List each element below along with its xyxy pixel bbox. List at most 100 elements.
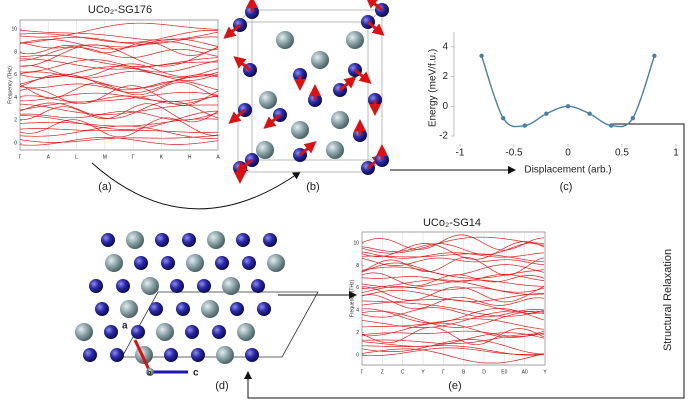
band-line: [361, 310, 545, 328]
y-tick-label: 10: [11, 26, 17, 32]
panel-label: (c): [560, 181, 573, 193]
atom-u: [346, 31, 364, 49]
x-tick-label: K: [160, 154, 164, 160]
y-tick-label: 2: [356, 330, 359, 336]
y-tick-label: 0: [356, 352, 359, 358]
axis-name: c: [193, 368, 199, 379]
band-line: [19, 85, 219, 106]
arrow: [244, 123, 685, 399]
x-tick-label: B: [462, 369, 466, 375]
data-point: [544, 111, 549, 116]
x-tick-label: 0: [565, 148, 571, 159]
band-line: [361, 262, 545, 276]
x-tick-label: A: [216, 154, 220, 160]
data-point: [479, 53, 484, 58]
spin-arrow: [339, 76, 357, 92]
y-tick-label: 6: [356, 285, 359, 291]
x-tick-label: Y: [421, 369, 425, 375]
spin-arrow: [299, 141, 317, 157]
atom-co: [89, 279, 103, 293]
band-line: [19, 128, 219, 133]
atom-co: [212, 325, 226, 339]
band-line: [361, 286, 545, 293]
spin-arrow: [233, 56, 251, 72]
panel-title: UCo₂-SG176: [88, 4, 152, 16]
y-tick-label: 4: [356, 308, 359, 314]
band-line: [20, 58, 218, 70]
atom-u: [105, 254, 123, 272]
band-line: [19, 103, 219, 123]
atom-u: [201, 300, 219, 318]
y-tick-label: 4: [14, 95, 17, 101]
band-line: [362, 300, 545, 317]
band-line: [361, 339, 544, 355]
data-point: [630, 115, 635, 121]
band-line: [19, 110, 218, 130]
x-tick-label: L: [75, 154, 78, 160]
spin-arrow: [235, 158, 253, 174]
atom-co: [251, 279, 265, 293]
band-line: [19, 118, 219, 127]
band-line: [19, 103, 218, 115]
band-line: [19, 82, 219, 99]
band-line: [361, 242, 545, 255]
band-line: [19, 100, 219, 119]
panel-label: (e): [448, 380, 461, 392]
data-point: [565, 104, 571, 109]
band-line: [361, 251, 545, 259]
atom-co: [230, 302, 244, 316]
atom-co: [131, 325, 145, 339]
band-line: [19, 125, 219, 139]
atom-co: [101, 233, 115, 247]
atom-co: [242, 256, 256, 270]
band-line: [361, 332, 545, 347]
atom-u: [276, 31, 294, 49]
atom-u: [141, 277, 159, 295]
atom-co: [197, 279, 211, 293]
band-line: [361, 279, 545, 295]
atom-u: [222, 277, 240, 295]
x-tick-label: M: [103, 154, 107, 160]
axis-name: a: [122, 321, 128, 332]
x-tick-label: A: [47, 154, 51, 160]
band-line: [361, 310, 545, 328]
band-line: [19, 66, 219, 79]
atom-co: [170, 279, 184, 293]
spin-arrow: [223, 23, 241, 39]
atom-co: [134, 256, 148, 270]
y-tick-label: 6: [14, 72, 17, 78]
x-tick-label: Γ: [361, 369, 364, 375]
atom-co: [95, 302, 109, 316]
atom-u: [256, 141, 274, 159]
atom-u: [267, 254, 285, 272]
atom-co: [185, 325, 199, 339]
band-line: [361, 257, 545, 266]
y-tick-label: 0: [442, 101, 448, 112]
atom-co: [116, 279, 130, 293]
band-line: [19, 75, 219, 89]
atom-u: [237, 323, 255, 341]
atom-u: [75, 323, 93, 341]
fit-line: [480, 55, 656, 128]
y-tick-label: 2: [14, 118, 17, 124]
data-point: [652, 53, 657, 58]
band-line: [19, 137, 219, 146]
band-line: [19, 70, 219, 81]
x-tick-label: -0.5: [505, 148, 523, 159]
band-line: [19, 117, 219, 138]
axes-triad: a b c: [122, 321, 199, 379]
band-line: [362, 333, 544, 345]
spin-arrow: [354, 68, 372, 84]
atom-u: [207, 231, 225, 249]
atom-co: [191, 348, 205, 362]
y-tick-label: 4: [442, 41, 448, 52]
atoms: [75, 0, 389, 364]
band-line: [361, 266, 545, 279]
band-line: [361, 348, 545, 364]
band-line: [361, 347, 545, 357]
x-tick-label: Y: [543, 369, 547, 375]
atom-u: [326, 141, 344, 159]
band-line: [19, 22, 219, 38]
atom-co: [176, 302, 190, 316]
band-line: [19, 44, 219, 67]
